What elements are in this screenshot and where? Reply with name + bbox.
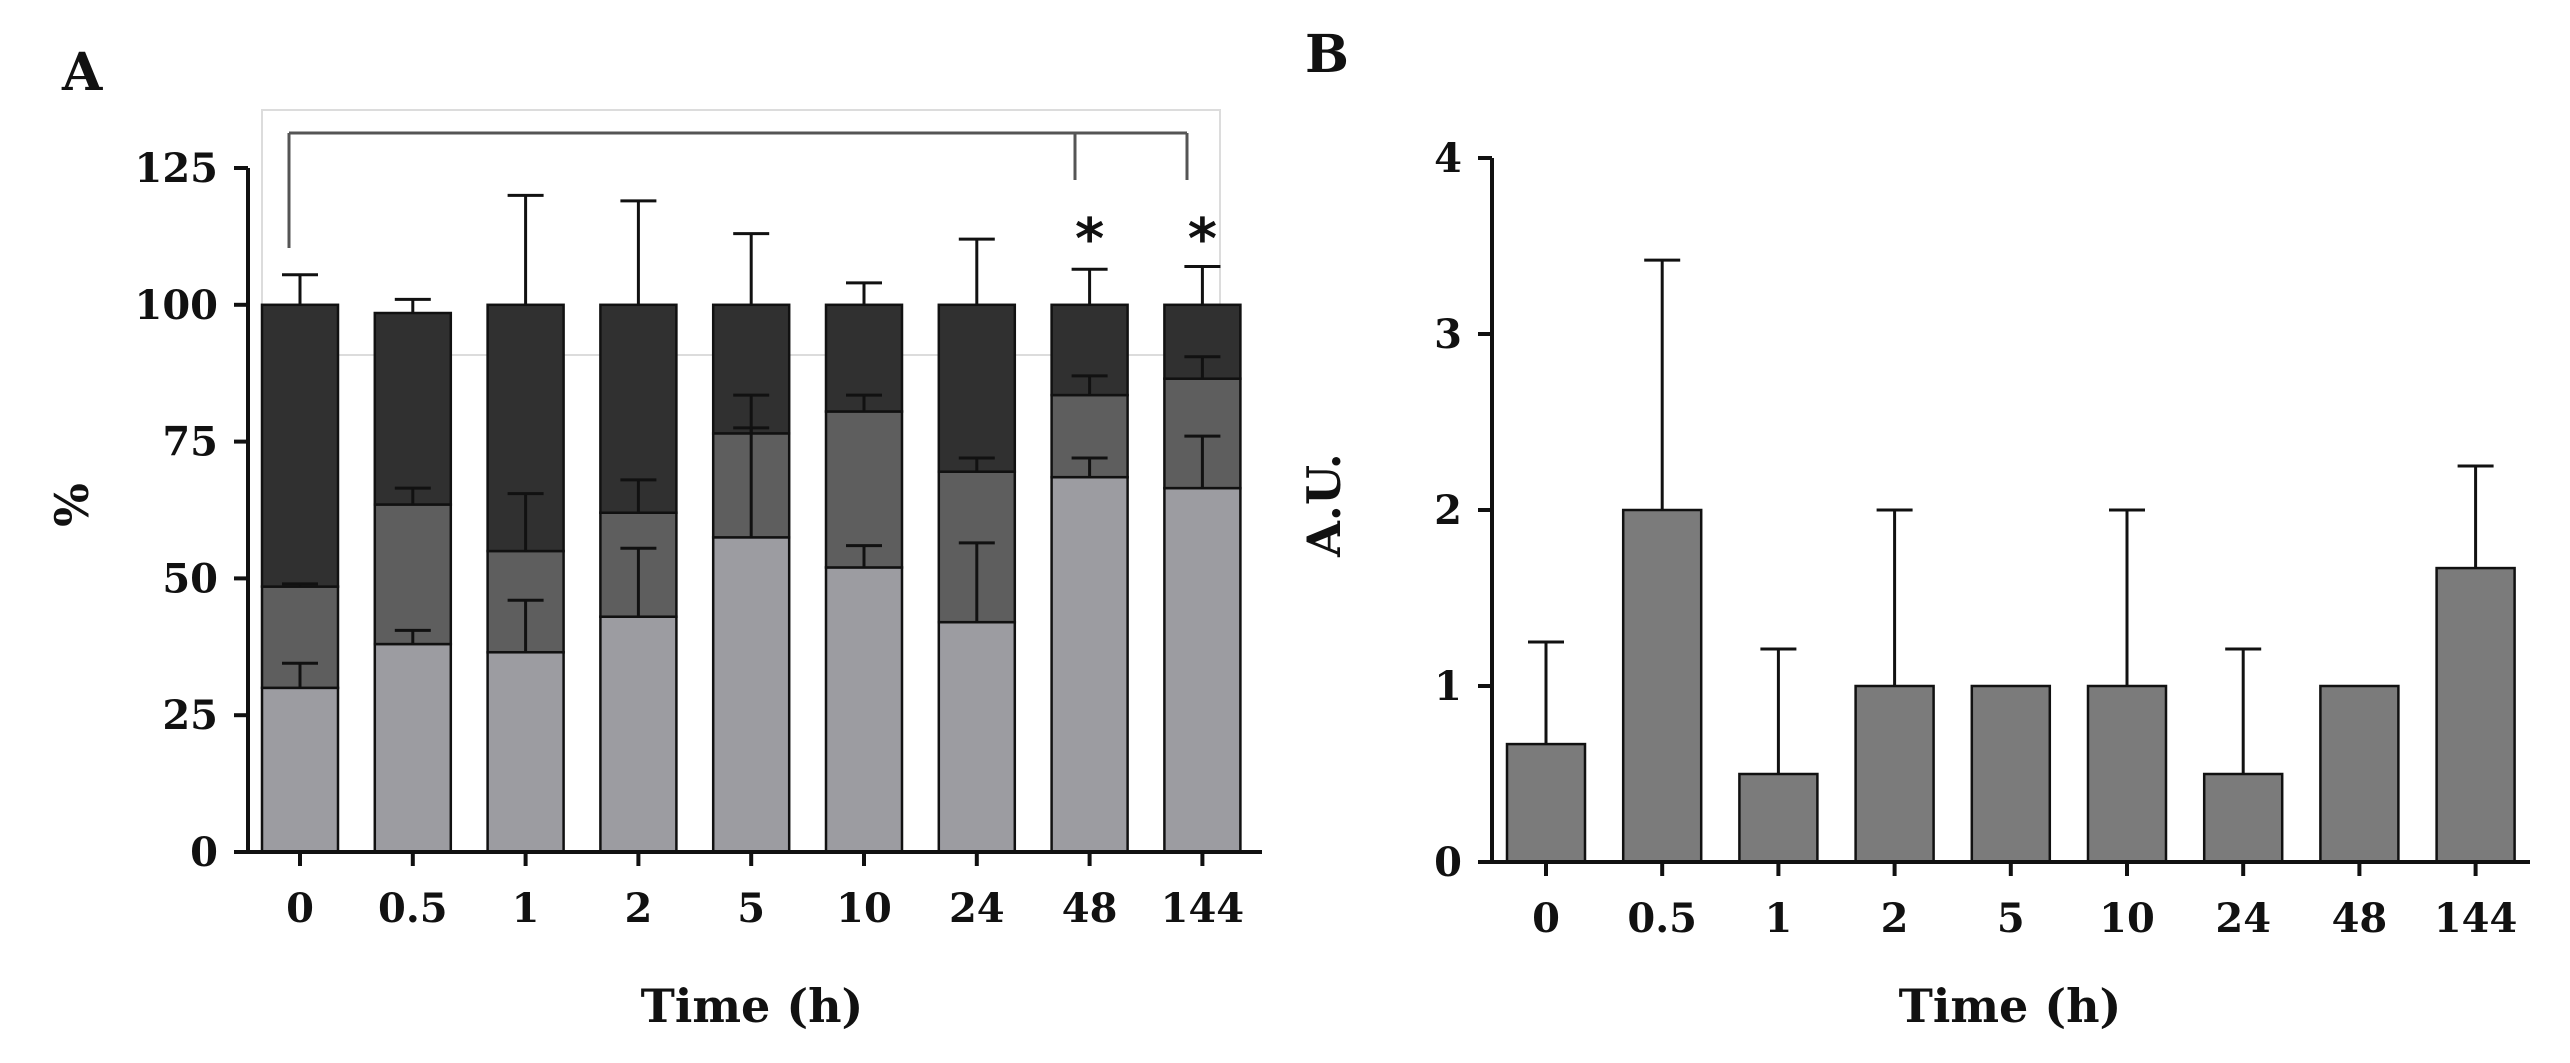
x-tick-label-a-0.5: 0.5	[378, 885, 448, 932]
panel-b: B 0 1 2 3 4 0 0.5 1 2 5 10 24 48 144 A.U. Time (h)	[1297, 24, 2530, 1033]
y-tick-label-a-50: 50	[162, 555, 218, 602]
significance-star-144: *	[1188, 207, 1217, 272]
x-tick-label-a-5: 5	[737, 885, 765, 932]
x-tick-label-b-5: 5	[1997, 895, 2025, 942]
y-tick-label-b-2: 2	[1434, 487, 1462, 534]
panel-a-x-label: Time (h)	[641, 979, 864, 1033]
panel-a-y-label: %	[45, 483, 99, 527]
bar-b-144	[2435, 566, 2516, 864]
bar-b-5	[1970, 684, 2052, 864]
bar-a-0.5-top	[373, 311, 453, 506]
y-tick-label-a-75: 75	[162, 419, 218, 466]
x-tick-label-b-2: 2	[1881, 895, 1909, 942]
bar-b-0.5	[1621, 508, 1703, 864]
x-tick-label-a-0: 0	[286, 885, 314, 932]
x-tick-label-a-144: 144	[1161, 885, 1245, 932]
panel-b-bars	[1505, 508, 2516, 864]
bar-a-2-bottom	[599, 615, 678, 854]
y-tick-label-a-100: 100	[135, 282, 219, 329]
bar-a-10-bottom	[824, 566, 904, 854]
x-tick-label-b-1: 1	[1764, 895, 1792, 942]
y-tick-label-a-125: 125	[135, 145, 219, 192]
panel-b-y-ticks: 0 1 2 3 4	[1434, 135, 1492, 886]
x-tick-label-a-24: 24	[949, 885, 1005, 932]
significance-bracket	[287, 131, 1189, 248]
x-tick-label-a-10: 10	[836, 885, 892, 932]
y-tick-label-b-1: 1	[1434, 663, 1462, 710]
panel-a-y-ticks: 0 25 50 75 100 125	[135, 145, 248, 876]
significance-marks: * *	[1075, 207, 1217, 272]
y-tick-label-a-0: 0	[190, 829, 218, 876]
bar-b-0	[1505, 742, 1587, 864]
panel-a-error-bars	[282, 193, 1221, 688]
panel-a-x-ticks: 0 0.5 1 2 5 10 24 48 144	[286, 852, 1244, 932]
panel-b-error-bars	[1528, 258, 2494, 774]
x-tick-label-a-2: 2	[624, 885, 652, 932]
x-tick-label-b-48: 48	[2332, 895, 2388, 942]
bar-a-10-middle	[824, 410, 904, 569]
bar-b-10	[2086, 684, 2168, 864]
y-tick-label-b-3: 3	[1434, 311, 1462, 358]
panel-b-x-ticks: 0 0.5 1 2 5 10 24 48 144	[1532, 862, 2517, 942]
bar-a-0-bottom	[260, 686, 340, 854]
bar-b-48	[2319, 684, 2400, 864]
bar-a-0.5-bottom	[373, 642, 453, 854]
x-tick-label-b-0: 0	[1532, 895, 1560, 942]
bar-a-0.5-middle	[373, 503, 453, 646]
x-tick-label-a-48: 48	[1062, 885, 1118, 932]
bar-b-1	[1738, 772, 1819, 864]
y-tick-label-a-25: 25	[162, 692, 218, 739]
bar-b-24	[2202, 772, 2284, 864]
x-tick-label-b-0.5: 0.5	[1627, 895, 1697, 942]
bar-a-24-top	[937, 303, 1017, 473]
x-tick-label-a-1: 1	[512, 885, 540, 932]
x-tick-label-b-144: 144	[2434, 895, 2518, 942]
bar-a-24-bottom	[937, 620, 1017, 854]
panel-b-y-label: A.U.	[1297, 453, 1351, 558]
y-tick-label-b-0: 0	[1434, 839, 1462, 886]
x-tick-label-b-10: 10	[2099, 895, 2155, 942]
y-tick-label-b-4: 4	[1434, 135, 1462, 182]
bar-a-1-bottom	[486, 651, 565, 854]
panel-b-x-label: Time (h)	[1899, 979, 2122, 1033]
bar-a-48-bottom	[1050, 475, 1129, 854]
panel-a-bars	[260, 303, 1242, 854]
bar-a-5-bottom	[711, 536, 791, 854]
x-tick-label-b-24: 24	[2215, 895, 2271, 942]
panel-b-label: B	[1305, 24, 1349, 85]
bar-b-2	[1854, 684, 1935, 864]
panel-a-label: A	[61, 42, 103, 103]
bar-a-0-top	[260, 303, 340, 588]
bar-a-144-bottom	[1163, 486, 1242, 854]
significance-star-48: *	[1075, 207, 1104, 272]
